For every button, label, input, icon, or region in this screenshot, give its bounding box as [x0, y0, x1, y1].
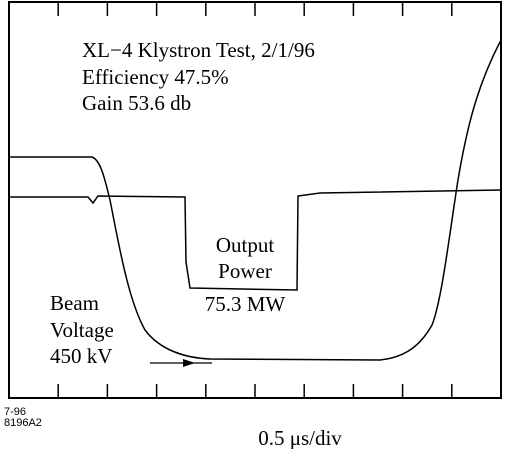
annotation: Voltage	[50, 318, 114, 342]
annotation: Output	[216, 233, 275, 257]
beam-voltage-trace	[9, 39, 502, 361]
annotation: Power	[218, 259, 272, 283]
annotation: 450 kV	[50, 344, 112, 368]
figure-id: 7-96	[4, 406, 26, 418]
title-line: Gain 53.6 db	[82, 91, 191, 115]
x-axis-label: 0.5 μs/div	[258, 426, 342, 449]
output-power-trace	[9, 189, 502, 291]
title-line: XL−4 Klystron Test, 2/1/96	[82, 38, 315, 62]
arrow-head	[183, 359, 195, 367]
figure-id: 8196A2	[4, 417, 42, 429]
annotation: 75.3 MW	[205, 292, 286, 316]
scope-frame	[8, 1, 502, 399]
title-line: Efficiency 47.5%	[82, 65, 229, 89]
annotation: Beam	[50, 291, 99, 315]
division-ticks	[57, 2, 453, 398]
